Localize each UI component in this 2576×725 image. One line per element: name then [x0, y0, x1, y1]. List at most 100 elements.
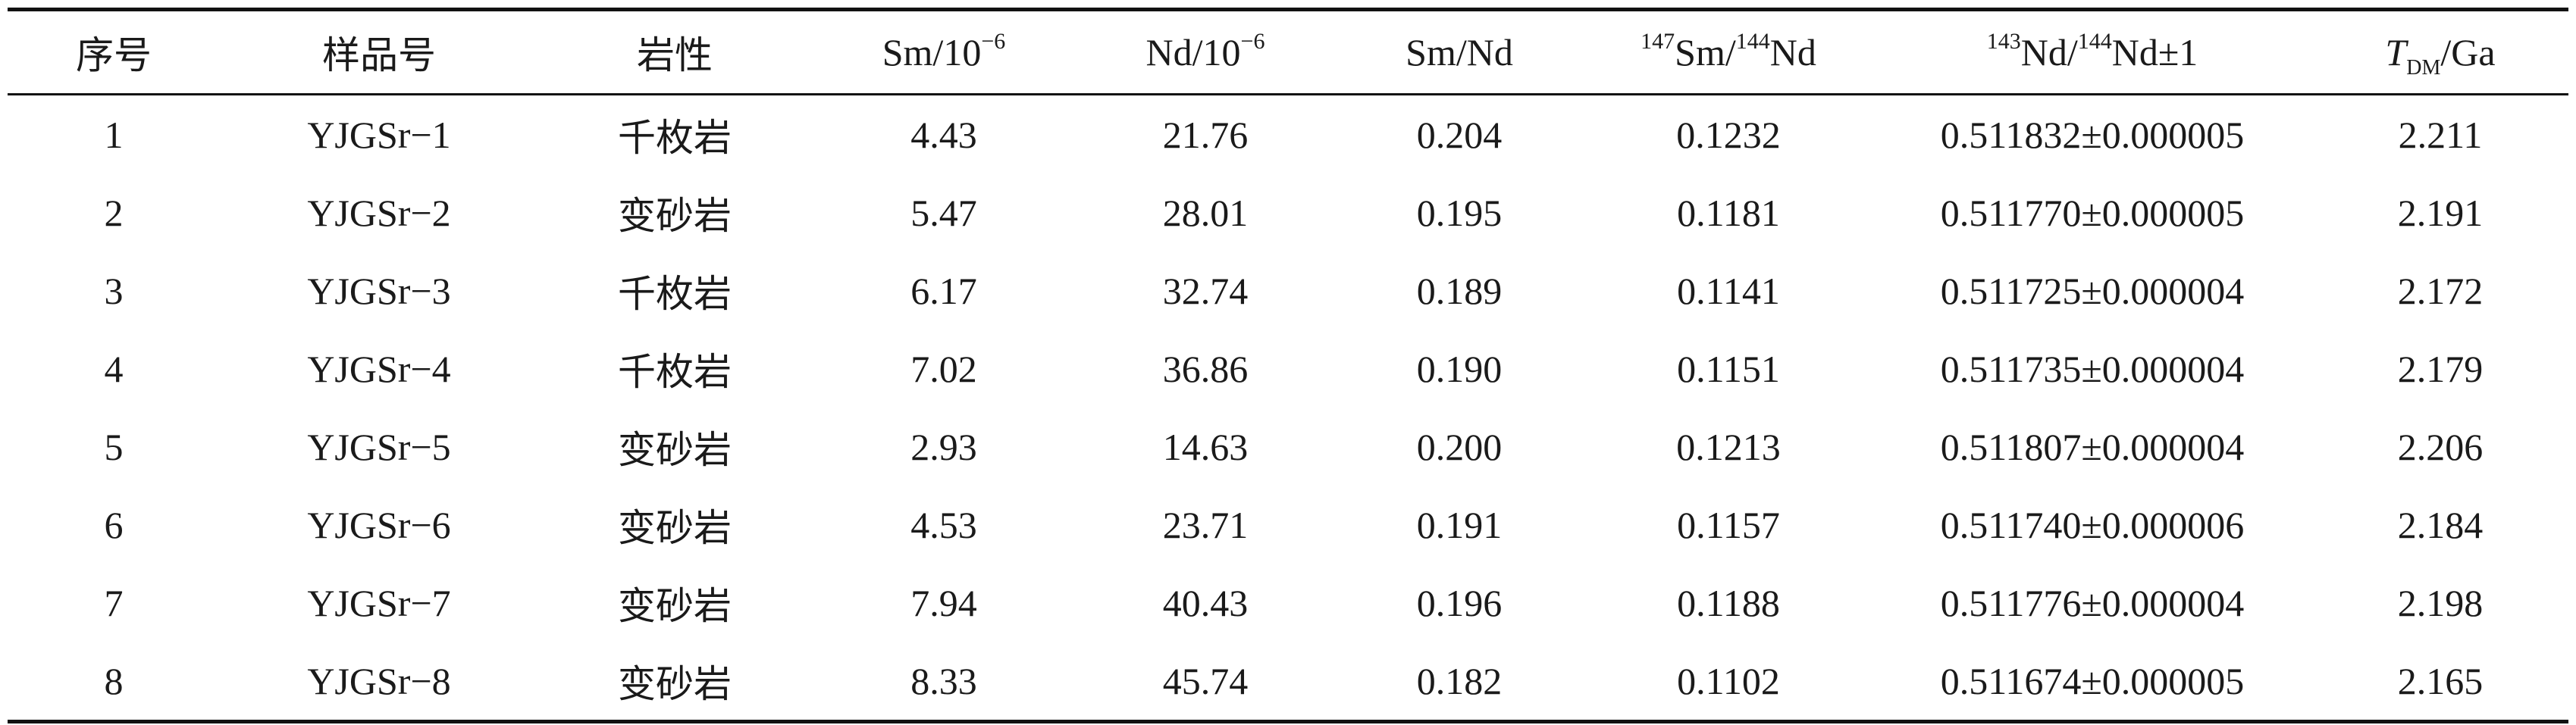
table-row: 3 YJGSr−3 千枚岩 6.17 32.74 0.189 0.1141 0.511725±… — [8, 252, 2568, 330]
cell-lithology: 千枚岩 — [618, 115, 732, 160]
sm-nd-isotope-table: 序号 样品号 岩性 Sm/10−6 Nd/10−6 Sm/Nd 147Sm/14… — [8, 8, 2568, 723]
header-nd-content: Nd/10−6 — [1076, 10, 1334, 95]
cell-index: 1 — [104, 113, 124, 156]
cell-sm147-nd144: 0.1188 — [1677, 581, 1780, 624]
header-lithology: 岩性 — [637, 33, 713, 77]
header-nd143-element: Nd/ — [2020, 31, 2078, 73]
cell-sm147-nd144: 0.1181 — [1677, 191, 1780, 234]
table-row: 4 YJGSr−4 千枚岩 7.02 36.86 0.190 0.1151 0.511735±… — [8, 330, 2568, 408]
cell-nd: 36.86 — [1162, 347, 1249, 390]
header-tdm-subscript: DM — [2406, 56, 2441, 80]
header-sm147-nd144: 147Sm/144Nd — [1584, 10, 1872, 95]
cell-index: 4 — [104, 347, 124, 390]
cell-lithology: 变砂岩 — [618, 427, 732, 472]
cell-lithology: 千枚岩 — [618, 349, 732, 394]
cell-tdm: 2.179 — [2397, 347, 2484, 390]
table-row: 6 YJGSr−6 变砂岩 4.53 23.71 0.191 0.1157 0.511740±… — [8, 486, 2568, 564]
cell-sm: 6.17 — [910, 269, 977, 312]
header-nd144-element: Nd — [1769, 31, 1816, 73]
cell-sample-id: YJGSr−8 — [307, 659, 451, 702]
header-nd143-nd144: 143Nd/144Nd±1 — [1872, 10, 2312, 95]
cell-sm147-nd144: 0.1102 — [1677, 659, 1780, 702]
cell-nd: 23.71 — [1162, 503, 1249, 546]
cell-sm-nd: 0.190 — [1416, 347, 1503, 390]
header-sample-id: 样品号 — [322, 33, 436, 77]
header-nd143-mass: 143 — [1986, 29, 2021, 54]
cell-nd143-nd144: 0.511740±0.000006 — [1940, 503, 2245, 546]
cell-tdm: 2.184 — [2397, 503, 2484, 546]
cell-tdm: 2.165 — [2397, 659, 2484, 702]
cell-lithology: 千枚岩 — [618, 271, 732, 316]
cell-sm147-nd144: 0.1141 — [1677, 269, 1780, 312]
header-row: 序号 样品号 岩性 Sm/10−6 Nd/10−6 Sm/Nd 147Sm/14… — [8, 9, 2568, 95]
header-nd-exponent: −6 — [1240, 29, 1265, 54]
header-sm-content: Sm/10−6 — [811, 10, 1076, 95]
cell-sm147-nd144: 0.1157 — [1677, 503, 1780, 546]
header-sm147-element: Sm/ — [1675, 31, 1736, 73]
table-header: 序号 样品号 岩性 Sm/10−6 Nd/10−6 Sm/Nd 147Sm/14… — [8, 9, 2568, 95]
cell-nd: 21.76 — [1162, 113, 1249, 156]
cell-sample-id: YJGSr−6 — [307, 503, 451, 546]
header-nd144b-mass: 144 — [2077, 29, 2112, 54]
cell-sm-nd: 0.200 — [1416, 425, 1503, 468]
cell-sample-id: YJGSr−5 — [307, 425, 451, 468]
cell-sm-nd: 0.189 — [1416, 269, 1503, 312]
cell-sample-id: YJGSr−4 — [307, 347, 451, 390]
header-tdm-unit: /Ga — [2440, 31, 2496, 73]
header-sm-exponent: −6 — [981, 29, 1006, 54]
cell-sm: 4.43 — [910, 113, 977, 156]
header-sm-base: Sm/10 — [882, 31, 982, 73]
cell-sm147-nd144: 0.1151 — [1677, 347, 1780, 390]
cell-sm: 8.33 — [910, 659, 977, 702]
cell-tdm: 2.172 — [2397, 269, 2484, 312]
cell-tdm: 2.191 — [2397, 191, 2484, 234]
cell-nd: 28.01 — [1162, 191, 1249, 234]
cell-nd143-nd144: 0.511832±0.000005 — [1940, 113, 2245, 156]
cell-index: 3 — [104, 269, 124, 312]
cell-index: 7 — [104, 581, 124, 624]
cell-tdm: 2.206 — [2397, 425, 2484, 468]
sm-nd-isotope-table-container: 序号 样品号 岩性 Sm/10−6 Nd/10−6 Sm/Nd 147Sm/14… — [8, 8, 2568, 723]
cell-lithology: 变砂岩 — [618, 193, 732, 238]
cell-nd: 14.63 — [1162, 425, 1249, 468]
cell-index: 5 — [104, 425, 124, 468]
header-tdm-symbol: T — [2385, 31, 2407, 73]
table-row: 1 YJGSr−1 千枚岩 4.43 21.76 0.204 0.1232 0.511832±… — [8, 95, 2568, 174]
cell-sm147-nd144: 0.1213 — [1676, 425, 1781, 468]
cell-tdm: 2.198 — [2397, 581, 2484, 624]
cell-sm-nd: 0.195 — [1416, 191, 1503, 234]
header-sm-nd-ratio: Sm/Nd — [1406, 31, 1513, 73]
cell-sm147-nd144: 0.1232 — [1676, 113, 1781, 156]
cell-nd143-nd144: 0.511674±0.000005 — [1940, 659, 2245, 702]
cell-nd143-nd144: 0.511725±0.000004 — [1940, 269, 2245, 312]
header-tdm: TDM/Ga — [2312, 10, 2568, 95]
cell-nd: 40.43 — [1162, 581, 1249, 624]
cell-nd143-nd144: 0.511735±0.000004 — [1940, 347, 2245, 390]
cell-lithology: 变砂岩 — [618, 583, 732, 628]
cell-nd143-nd144: 0.511807±0.000004 — [1940, 425, 2245, 468]
cell-nd: 32.74 — [1162, 269, 1249, 312]
cell-sm: 7.02 — [910, 347, 977, 390]
cell-sm-nd: 0.204 — [1416, 113, 1503, 156]
cell-sm-nd: 0.182 — [1416, 659, 1503, 702]
cell-tdm: 2.211 — [2398, 113, 2483, 156]
cell-sm: 5.47 — [910, 191, 977, 234]
cell-index: 6 — [104, 503, 124, 546]
table-row: 5 YJGSr−5 变砂岩 2.93 14.63 0.200 0.1213 0.511807±… — [8, 408, 2568, 486]
cell-sample-id: YJGSr−3 — [307, 269, 451, 312]
cell-sm: 2.93 — [910, 425, 977, 468]
cell-sm-nd: 0.196 — [1416, 581, 1503, 624]
table-row: 7 YJGSr−7 变砂岩 7.94 40.43 0.196 0.1188 0.511776±… — [8, 564, 2568, 642]
cell-nd143-nd144: 0.511776±0.000004 — [1940, 581, 2245, 624]
cell-lithology: 变砂岩 — [618, 661, 732, 706]
table-row: 8 YJGSr−8 变砂岩 8.33 45.74 0.182 0.1102 0.511674±… — [8, 642, 2568, 722]
cell-sample-id: YJGSr−2 — [307, 191, 451, 234]
cell-sample-id: YJGSr−1 — [307, 113, 451, 156]
header-nd144b-element: Nd±1 — [2111, 31, 2198, 73]
cell-sm: 4.53 — [910, 503, 977, 546]
cell-nd143-nd144: 0.511770±0.000005 — [1940, 191, 2245, 234]
header-index: 序号 — [76, 33, 152, 77]
table-body: 1 YJGSr−1 千枚岩 4.43 21.76 0.204 0.1232 0.511832±… — [8, 95, 2568, 722]
cell-nd: 45.74 — [1162, 659, 1249, 702]
table-row: 2 YJGSr−2 变砂岩 5.47 28.01 0.195 0.1181 0.511770±… — [8, 173, 2568, 252]
